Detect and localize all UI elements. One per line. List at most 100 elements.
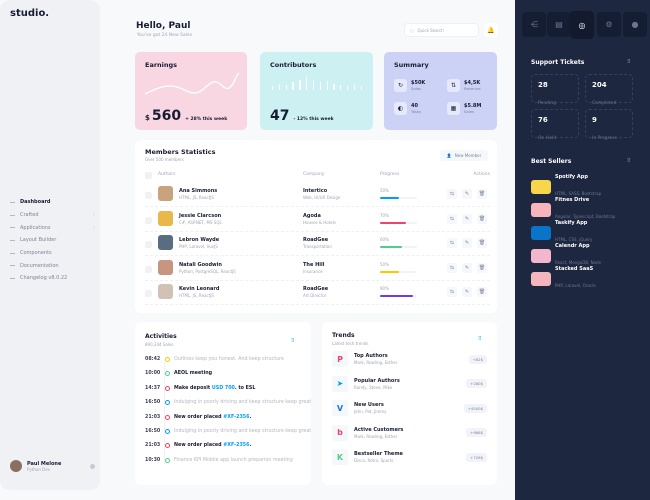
ticket-label: In Progress: [592, 136, 617, 141]
switch-icon[interactable]: ⇆: [447, 213, 457, 224]
switch-icon[interactable]: ⇆: [447, 238, 457, 248]
ticket-stat[interactable]: 9 In Progress: [585, 109, 633, 141]
app-tech: PHP, Laravel, Oracle: [555, 283, 596, 288]
author-name[interactable]: Jessie Clarcson: [179, 212, 222, 219]
best-seller-item[interactable]: Spotify App HTML, SASS, Bootstrap: [531, 174, 601, 199]
notification-bell-icon[interactable]: 🔔: [484, 23, 498, 37]
members-subtitle: Over 500 members: [145, 157, 184, 162]
app-tech: React, MongoDB, Node: [555, 260, 602, 265]
sidebar-item[interactable]: Components: [10, 247, 95, 260]
trend-title[interactable]: New Users: [354, 402, 384, 409]
contributor-bar: [272, 86, 274, 90]
ticket-stat[interactable]: 28 Pending: [531, 74, 579, 106]
company-dept: Art Director: [303, 293, 327, 298]
sidebar-item-label: Documentation: [20, 262, 59, 269]
search-input[interactable]: ○ Quick Search: [404, 23, 479, 37]
activity-link[interactable]: #XF-2356: [223, 414, 250, 420]
status-dot-icon: [165, 414, 170, 420]
author-name[interactable]: Ana Simmons: [179, 188, 218, 194]
best-seller-item[interactable]: Taskify App HTML, CSS, jQuery: [531, 220, 592, 245]
menu-icon[interactable]: ⠿: [627, 158, 631, 164]
timeline-line: [163, 362, 165, 464]
settings-icon[interactable]: [90, 463, 95, 469]
sidebar-item[interactable]: Layout Builder: [10, 234, 95, 247]
best-seller-item[interactable]: Calendr App React, MongoDB, Node: [531, 243, 601, 268]
activities-title: Activities: [145, 333, 177, 340]
trend-item: V New Users John, Pat, Jimmy +4500$: [332, 399, 487, 417]
share-icon[interactable]: ⋲: [522, 12, 546, 37]
progress-bar: [380, 197, 417, 199]
activity-text: New order placed: [174, 414, 224, 420]
bullet-icon: [10, 265, 15, 267]
trash-icon[interactable]: 🗑: [477, 189, 487, 199]
edit-icon[interactable]: ✎: [462, 189, 472, 199]
row-checkbox[interactable]: [145, 290, 152, 297]
sidebar-item[interactable]: Changelog v8.0.22: [10, 272, 95, 285]
page-subtitle: You've got 24 New Sales: [137, 33, 193, 38]
trend-title[interactable]: Popular Authors: [354, 377, 400, 384]
switch-icon[interactable]: ⇆: [447, 262, 457, 273]
trash-icon[interactable]: 🗑: [477, 238, 487, 248]
status-dot-icon: [165, 371, 170, 377]
table-header: Authors Company Progress Actions: [145, 172, 490, 180]
activity-text: Outlines keep you honest. And keep struc…: [174, 357, 284, 362]
company-name: Agoda: [303, 212, 321, 219]
best-seller-item[interactable]: Fitnes Drive Angular, Typescript, Bootstr…: [531, 197, 615, 222]
new-member-button[interactable]: 👤 New Member: [440, 150, 488, 161]
switch-icon[interactable]: ⇆: [447, 287, 457, 297]
app-tech: HTML, CSS, jQuery: [555, 237, 593, 242]
edit-icon[interactable]: ✎: [462, 287, 472, 297]
progress-fill: [380, 295, 414, 297]
trash-icon[interactable]: 🗑: [477, 287, 487, 297]
sidebar-item[interactable]: Crafted ›: [10, 209, 95, 222]
progress-text: 50%: [380, 261, 389, 267]
loader-icon[interactable]: ◎: [570, 11, 594, 39]
user-role: Python Dev: [27, 466, 51, 472]
sidebar-item[interactable]: Dashboard: [10, 196, 95, 209]
summary-value: $4,5K: [464, 80, 481, 86]
activity-text: Indulging in poorly driving and keep str…: [174, 429, 312, 434]
company-dept: Transportation: [303, 244, 332, 249]
trend-title[interactable]: Active Customers: [354, 426, 404, 433]
row-checkbox[interactable]: [145, 192, 152, 199]
author-name[interactable]: Lebron Wayde: [179, 237, 220, 243]
author-skills: HTML, JS, ReactJS: [179, 195, 214, 200]
layout-icon[interactable]: ▤: [547, 12, 571, 37]
edit-icon[interactable]: ✎: [462, 238, 472, 248]
menu-icon[interactable]: ⠿: [627, 59, 631, 65]
switch-icon[interactable]: ⇆: [447, 189, 457, 199]
sidebar-item[interactable]: Documentation: [10, 259, 95, 272]
author-name[interactable]: Natali Goodwin: [179, 261, 222, 268]
trend-logo-icon: b: [332, 424, 348, 441]
trash-icon[interactable]: 🗑: [477, 262, 487, 273]
app-title: Fitnes Drive: [555, 197, 590, 203]
sidebar-item-label: Dashboard: [20, 199, 51, 206]
earnings-title: Earnings: [145, 61, 178, 69]
user-profile[interactable]: Paul Melone Python Dev: [10, 460, 95, 472]
activity-link[interactable]: #XF-2356: [223, 443, 250, 449]
ticket-stat[interactable]: 76 On Hold: [531, 109, 579, 141]
gear-icon[interactable]: ⚙: [597, 12, 621, 37]
chat-icon[interactable]: ●: [623, 12, 647, 37]
activity-time: 21:03: [145, 414, 161, 420]
row-checkbox[interactable]: [145, 265, 152, 273]
trash-icon[interactable]: 🗑: [477, 213, 487, 224]
menu-icon[interactable]: ⠿: [478, 336, 482, 342]
progress-bar: [380, 295, 417, 297]
row-checkbox[interactable]: [145, 216, 152, 224]
edit-icon[interactable]: ✎: [462, 262, 472, 273]
trend-logo-icon: V: [332, 400, 348, 417]
menu-icon[interactable]: ⠿: [291, 338, 295, 344]
sidebar-item[interactable]: Applications ›: [10, 221, 95, 234]
trend-title[interactable]: Top Authors: [354, 353, 388, 359]
avatar: [158, 259, 173, 275]
edit-icon[interactable]: ✎: [462, 213, 472, 224]
row-checkbox[interactable]: [145, 241, 152, 248]
trend-title[interactable]: Bestseller Theme: [354, 451, 403, 458]
activity-link[interactable]: USD 700: [211, 385, 235, 391]
best-seller-item[interactable]: Stacked SaaS PHP, Laravel, Oracle: [531, 266, 596, 291]
ticket-stat[interactable]: 204 Completed: [585, 74, 633, 106]
author-name[interactable]: Kevin Leonard: [179, 286, 220, 292]
select-all-checkbox[interactable]: [145, 172, 152, 179]
summary-item: ▦ $5.8M Sales: [447, 102, 481, 115]
